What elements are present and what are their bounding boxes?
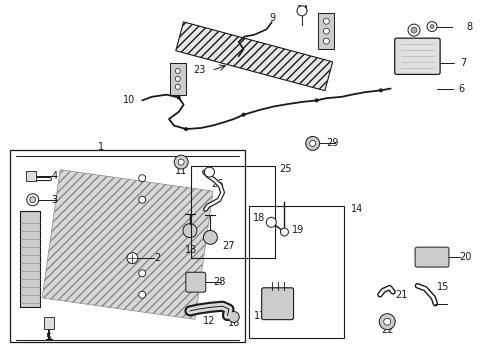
Circle shape [204,167,214,177]
Circle shape [183,127,188,131]
Circle shape [228,311,239,323]
Circle shape [378,88,382,92]
Circle shape [323,18,328,24]
Bar [20,211,40,307]
FancyBboxPatch shape [394,38,439,75]
Circle shape [305,136,319,150]
Bar [176,22,332,91]
Text: 12: 12 [203,316,215,325]
Circle shape [410,27,416,33]
Circle shape [175,68,180,73]
Text: 23: 23 [193,64,205,75]
FancyBboxPatch shape [414,247,448,267]
Text: 22: 22 [380,325,393,335]
Bar [26,171,36,181]
Circle shape [309,140,315,147]
Circle shape [176,95,181,99]
Circle shape [241,113,245,117]
Bar [249,206,344,338]
Text: 14: 14 [350,204,362,215]
Text: 27: 27 [222,241,235,251]
Text: 3: 3 [51,195,57,205]
Text: 5: 5 [45,333,52,343]
Circle shape [175,84,180,89]
Text: 8: 8 [465,22,471,32]
Text: 26: 26 [211,179,224,189]
Text: 9: 9 [269,13,275,23]
Text: 1: 1 [98,142,103,152]
Text: 15: 15 [436,282,448,292]
Text: 4: 4 [51,171,57,181]
Text: 13: 13 [184,245,197,255]
Text: 19: 19 [292,225,304,235]
Text: 24: 24 [295,5,307,15]
Bar [169,63,185,95]
Bar [190,166,275,258]
FancyBboxPatch shape [185,272,205,292]
Circle shape [323,38,328,44]
Circle shape [296,6,306,16]
Bar [10,149,244,342]
Circle shape [429,24,433,28]
Circle shape [175,76,180,81]
Text: 2: 2 [154,253,160,263]
Text: 18: 18 [252,213,264,222]
Bar [318,13,334,49]
Bar [43,318,54,329]
Text: 20: 20 [458,252,470,262]
Circle shape [174,155,188,169]
Circle shape [383,318,390,325]
Text: 10: 10 [122,95,135,105]
Circle shape [203,230,217,244]
Circle shape [379,314,394,330]
Circle shape [30,197,36,203]
Text: 16: 16 [227,319,240,328]
Circle shape [407,24,419,36]
Circle shape [266,217,276,227]
Circle shape [139,175,145,182]
FancyBboxPatch shape [261,288,293,320]
Text: 11: 11 [175,166,187,176]
Circle shape [426,22,436,31]
Text: 17: 17 [254,311,266,321]
Bar [42,170,213,319]
Text: 7: 7 [459,58,465,68]
Circle shape [183,224,197,238]
Circle shape [323,28,328,34]
Circle shape [27,194,39,206]
Text: 21: 21 [395,290,407,300]
Circle shape [127,253,138,264]
Text: 29: 29 [325,139,338,148]
Circle shape [139,270,145,277]
Text: 25: 25 [279,164,291,174]
Circle shape [139,291,145,298]
Circle shape [280,228,288,236]
Circle shape [178,159,184,165]
Circle shape [139,196,145,203]
Text: 6: 6 [458,84,464,94]
Circle shape [314,98,318,102]
Text: 28: 28 [212,277,225,287]
